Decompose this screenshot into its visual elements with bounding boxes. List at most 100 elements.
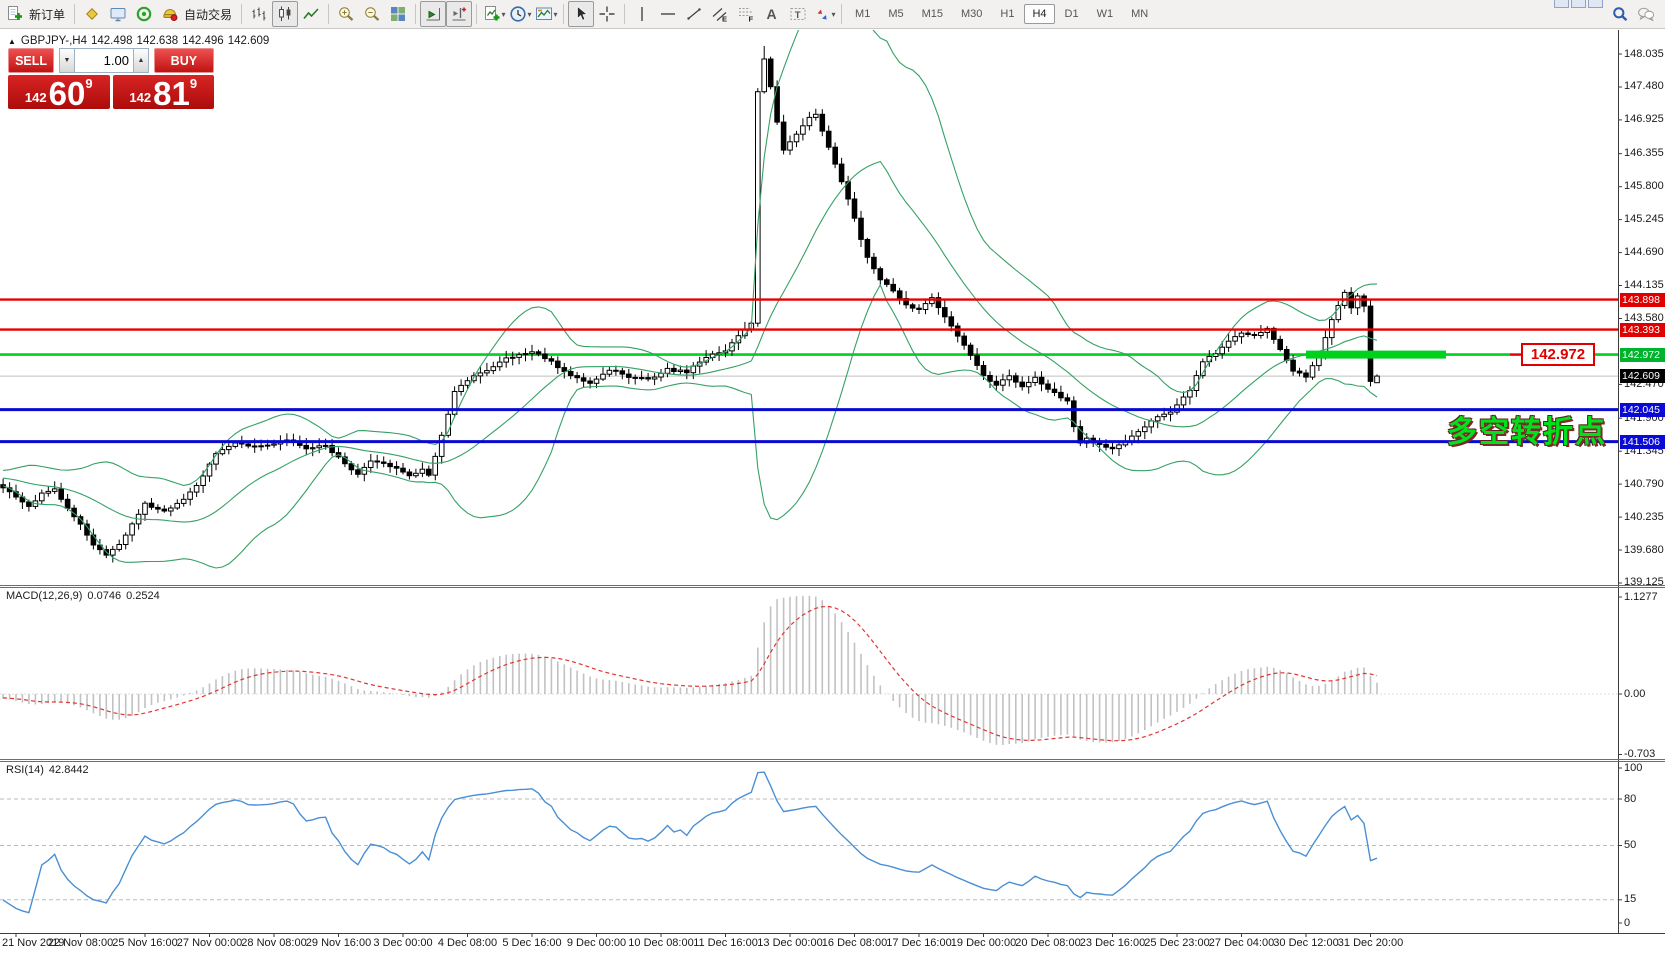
- window-close-button[interactable]: [1588, 0, 1603, 8]
- rsi-value: 42.8442: [48, 764, 89, 776]
- sell-button[interactable]: SELL: [8, 48, 55, 73]
- search-icon[interactable]: [1607, 1, 1633, 27]
- date-tick-label: 25 Dec 23:00: [1144, 937, 1210, 949]
- volume-input[interactable]: [74, 48, 133, 73]
- macd-tick-label: 0.00: [1624, 687, 1646, 700]
- market-watch-icon[interactable]: [79, 1, 105, 27]
- toolbar: 新订单 自动交易 ▾ ▾ ▾ E F A T ▾ M1 M5 M15 M30 H1 H4 D1 W1 MN: [0, 0, 1665, 29]
- terminal-icon[interactable]: [105, 1, 131, 27]
- rsi-label: RSI(14) 42.8442: [6, 764, 94, 776]
- horizontal-line-icon[interactable]: [655, 1, 681, 27]
- toolbar-separator: [415, 4, 417, 24]
- buy-price-display[interactable]: 142 81 9: [112, 74, 214, 112]
- auto-trading-icon[interactable]: [157, 1, 183, 27]
- price-level-tag[interactable]: 142.972: [1521, 343, 1595, 366]
- date-tick-label: 27 Nov 00:00: [176, 937, 243, 949]
- timeframe-h4-button[interactable]: H4: [1024, 4, 1055, 24]
- tile-windows-icon[interactable]: [385, 1, 411, 27]
- buy-price-big: 81: [153, 74, 190, 112]
- price-tick-label: 148.035: [1624, 47, 1664, 60]
- window-minimize-button[interactable]: [1554, 0, 1569, 8]
- text-label-icon[interactable]: T: [785, 1, 811, 27]
- arrows-icon[interactable]: ▾: [811, 1, 837, 27]
- cursor-icon[interactable]: [568, 1, 595, 27]
- price-tag-label: 142.045: [1620, 402, 1665, 417]
- crosshair-icon[interactable]: [594, 1, 620, 27]
- date-tick-label: 10 Dec 08:00: [628, 937, 694, 949]
- buy-button[interactable]: BUY: [153, 48, 214, 73]
- timeframe-m1-button[interactable]: M1: [855, 8, 871, 20]
- periods-icon[interactable]: ▾: [507, 1, 533, 27]
- date-tick-label: 22 Nov 08:00: [47, 937, 114, 949]
- auto-scroll-icon[interactable]: [420, 1, 447, 27]
- buy-price-prefix: 142: [129, 90, 152, 105]
- sell-price-display[interactable]: 142 60 9: [8, 74, 110, 112]
- new-order-icon[interactable]: [2, 1, 28, 27]
- price-tag-label: 142.609: [1620, 369, 1665, 384]
- volume-increase-button[interactable]: ▲: [132, 48, 150, 73]
- timeframe-m5-button[interactable]: M5: [888, 8, 904, 20]
- trendline-icon[interactable]: [681, 1, 707, 27]
- navigator-icon[interactable]: [131, 1, 157, 27]
- timeframe-d1-button[interactable]: D1: [1064, 8, 1079, 20]
- chat-icon[interactable]: [1633, 1, 1659, 27]
- timeframe-mn-button[interactable]: MN: [1131, 8, 1149, 20]
- price-tag-label: 142.972: [1620, 347, 1665, 362]
- timeframe-w1-button[interactable]: W1: [1096, 8, 1114, 20]
- sell-price-big: 60: [48, 74, 86, 112]
- auto-trading-label[interactable]: 自动交易: [184, 7, 233, 22]
- text-icon[interactable]: A: [759, 1, 785, 27]
- bar-low: 142.496: [182, 35, 224, 47]
- date-tick-label: 21 Nov 2019: [2, 937, 65, 949]
- macd-value-signal: 0.2524: [126, 590, 160, 602]
- date-tick-label: 17 Dec 16:00: [886, 937, 952, 949]
- date-tick-label: 16 Dec 08:00: [821, 937, 888, 949]
- price-tick-label: 147.480: [1624, 80, 1664, 93]
- price-tick-label: 143.580: [1624, 311, 1664, 324]
- bar-chart-icon[interactable]: [246, 1, 272, 27]
- date-tick-label: 27 Dec 04:00: [1208, 937, 1275, 949]
- date-tick-label: 13 Dec 00:00: [757, 937, 823, 949]
- rsi-tick-label: 15: [1624, 893, 1637, 906]
- timeframe-m30-button[interactable]: M30: [961, 8, 983, 20]
- timeframe-m15-button[interactable]: M15: [921, 8, 943, 20]
- volume-decrease-button[interactable]: ▼: [58, 48, 75, 73]
- candle-chart-icon[interactable]: [272, 1, 299, 27]
- toolbar-separator: [563, 4, 565, 24]
- window-restore-button[interactable]: [1571, 0, 1586, 8]
- sell-price-prefix: 142: [24, 90, 47, 105]
- price-tag-label: 141.506: [1620, 434, 1665, 449]
- date-tick-label: 29 Nov 16:00: [305, 937, 372, 949]
- toolbar-separator: [74, 4, 76, 24]
- toolbar-separator: [328, 4, 330, 24]
- templates-icon[interactable]: ▾: [533, 1, 559, 27]
- macd-name: MACD(12,26,9): [6, 590, 83, 602]
- symbol-name: GBPJPY-,H4: [20, 35, 87, 47]
- toolbar-separator: [476, 4, 478, 24]
- date-tick-label: 3 Dec 00:00: [373, 937, 433, 949]
- new-order-label[interactable]: 新订单: [29, 7, 66, 22]
- svg-text:E: E: [722, 15, 727, 24]
- chart-shift-icon[interactable]: [446, 1, 473, 27]
- price-tick-label: 145.245: [1624, 213, 1664, 226]
- price-tick-label: 139.680: [1624, 543, 1664, 556]
- macd-tick-label: 1.1277: [1624, 590, 1658, 603]
- macd-value-main: 0.0746: [87, 590, 122, 602]
- rsi-tick-label: 100: [1624, 761, 1643, 774]
- line-chart-icon[interactable]: [298, 1, 324, 27]
- date-tick-label: 5 Dec 16:00: [502, 937, 562, 949]
- price-tick-label: 140.235: [1624, 510, 1664, 523]
- equidistant-channel-icon[interactable]: E: [707, 1, 733, 27]
- collapse-panel-icon[interactable]: ▲: [8, 37, 16, 46]
- zoom-out-icon[interactable]: [359, 1, 385, 27]
- zoom-in-icon[interactable]: [333, 1, 359, 27]
- rsi-tick-label: 80: [1624, 792, 1637, 805]
- indicators-icon[interactable]: ▾: [481, 1, 507, 27]
- date-tick-label: 23 Dec 16:00: [1079, 937, 1146, 949]
- timeframe-h1-button[interactable]: H1: [1000, 8, 1015, 20]
- price-tick-label: 145.800: [1624, 180, 1664, 193]
- vertical-line-icon[interactable]: [629, 1, 655, 27]
- fibonacci-icon[interactable]: F: [733, 1, 759, 27]
